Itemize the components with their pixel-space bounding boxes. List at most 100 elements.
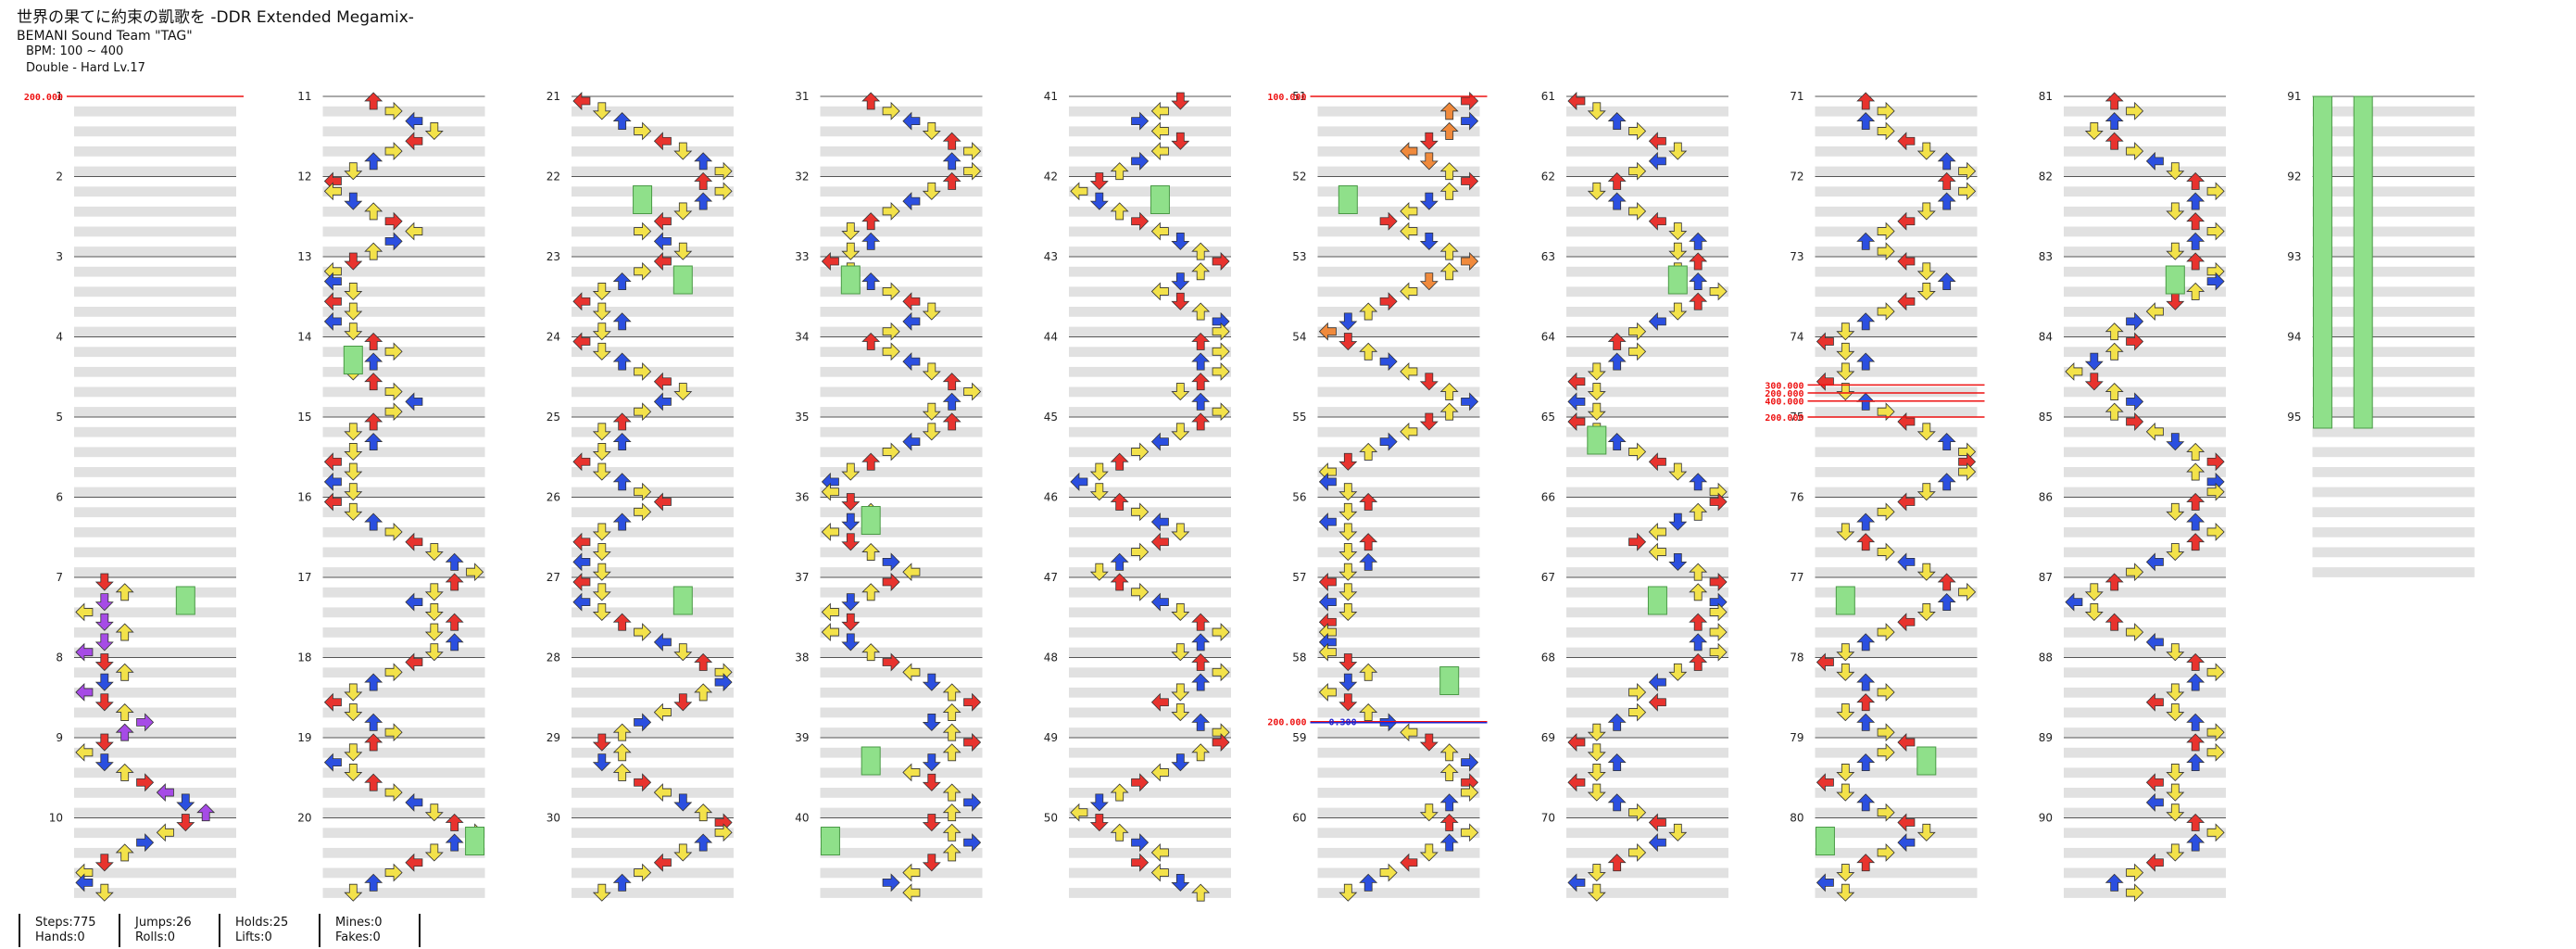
beat-band [820,106,983,117]
step-arrow [942,723,961,741]
beat-band [572,106,734,117]
beat-band [1069,266,1231,277]
step-arrow [922,773,941,791]
step-arrow [653,853,672,872]
step-arrow [1877,723,1895,742]
step-arrow [1359,873,1378,892]
step-arrow [694,683,713,702]
step-arrow [1439,793,1459,812]
step-arrow [2206,742,2225,762]
beat-band [1069,386,1231,398]
step-arrow [1897,132,1916,151]
beat-band [74,487,236,498]
step-arrow [1628,682,1647,702]
step-arrow [2206,182,2225,201]
step-arrow [1419,192,1439,210]
beat-band [1566,386,1728,398]
step-arrow [1668,302,1688,321]
step-arrow [1338,603,1358,622]
step-arrow [1668,663,1688,681]
beat-band [1069,888,1231,898]
step-arrow [94,593,114,612]
beat-band [1069,847,1231,858]
beat-band [1317,386,1480,398]
step-arrow [902,352,921,372]
beat-band [2312,166,2475,177]
beat-band [1815,526,1978,538]
beat-band [1317,607,1480,618]
step-arrow [1070,803,1088,822]
beat-band [2064,767,2226,778]
step-arrow [1461,171,1479,191]
measure-number: 87 [2039,571,2053,584]
beat-band [2312,307,2475,317]
step-arrow [942,392,961,411]
step-arrow [344,283,363,301]
step-arrow [653,252,672,271]
beat-band [74,407,236,417]
step-arrow [694,152,713,171]
hold-note [2353,95,2373,429]
step-arrow [364,92,383,110]
measure-number: 2 [56,171,63,183]
beat-band [1069,547,1231,558]
measure-number: 14 [297,331,311,344]
measure-number: 39 [795,731,809,744]
beat-band [1069,747,1231,758]
beat-band [820,487,983,498]
measure-number: 69 [1541,731,1555,744]
step-arrow [344,192,363,210]
step-arrow [344,703,363,722]
step-arrow [323,492,342,512]
beat-band [74,526,236,538]
step-arrow [1587,182,1606,200]
step-arrow [1877,502,1895,522]
measure-number: 4 [56,331,63,344]
beat-band [1069,627,1231,638]
beat-band [74,226,236,237]
measure-number: 83 [2039,250,2053,263]
step-arrow [1359,342,1378,361]
beat-band [2312,206,2475,217]
step-arrow [942,803,961,822]
step-arrow [1628,322,1647,341]
step-arrow [612,473,632,491]
step-arrow [1150,101,1169,120]
beat-band [820,426,983,437]
hold-note [633,185,653,214]
step-arrow [572,452,591,472]
beat-band [820,407,983,417]
beat-band [1566,507,1728,518]
step-arrow [1877,623,1895,642]
beat-band [2064,307,2226,317]
step-arrow [384,101,403,120]
step-arrow [1131,853,1150,872]
beat-band [2064,347,2226,358]
step-arrow [1171,753,1190,772]
beat-band [1815,767,1978,778]
step-arrow [1937,593,1956,612]
step-arrow [364,433,383,451]
beat-band [820,567,983,577]
beat-band [1566,647,1728,658]
step-arrow [2186,673,2205,691]
measure-number: 44 [1044,331,1058,344]
step-arrow [1937,171,1956,190]
step-arrow [2105,402,2124,421]
measure-number: 43 [1044,250,1058,263]
beat-band [1069,467,1231,477]
measure-number: 55 [1292,411,1306,424]
step-arrow [1110,492,1129,511]
measure-number: 5 [56,411,63,424]
beat-band [1317,347,1480,358]
step-arrow [1607,854,1627,872]
step-arrow [1089,462,1109,481]
step-arrow [821,482,839,501]
step-arrow [1089,483,1109,501]
beat-band [2064,647,2226,658]
step-arrow [2186,171,2205,190]
step-arrow [156,823,174,842]
beat-band [2312,126,2475,137]
step-arrow [922,713,941,731]
step-arrow [1338,563,1358,581]
